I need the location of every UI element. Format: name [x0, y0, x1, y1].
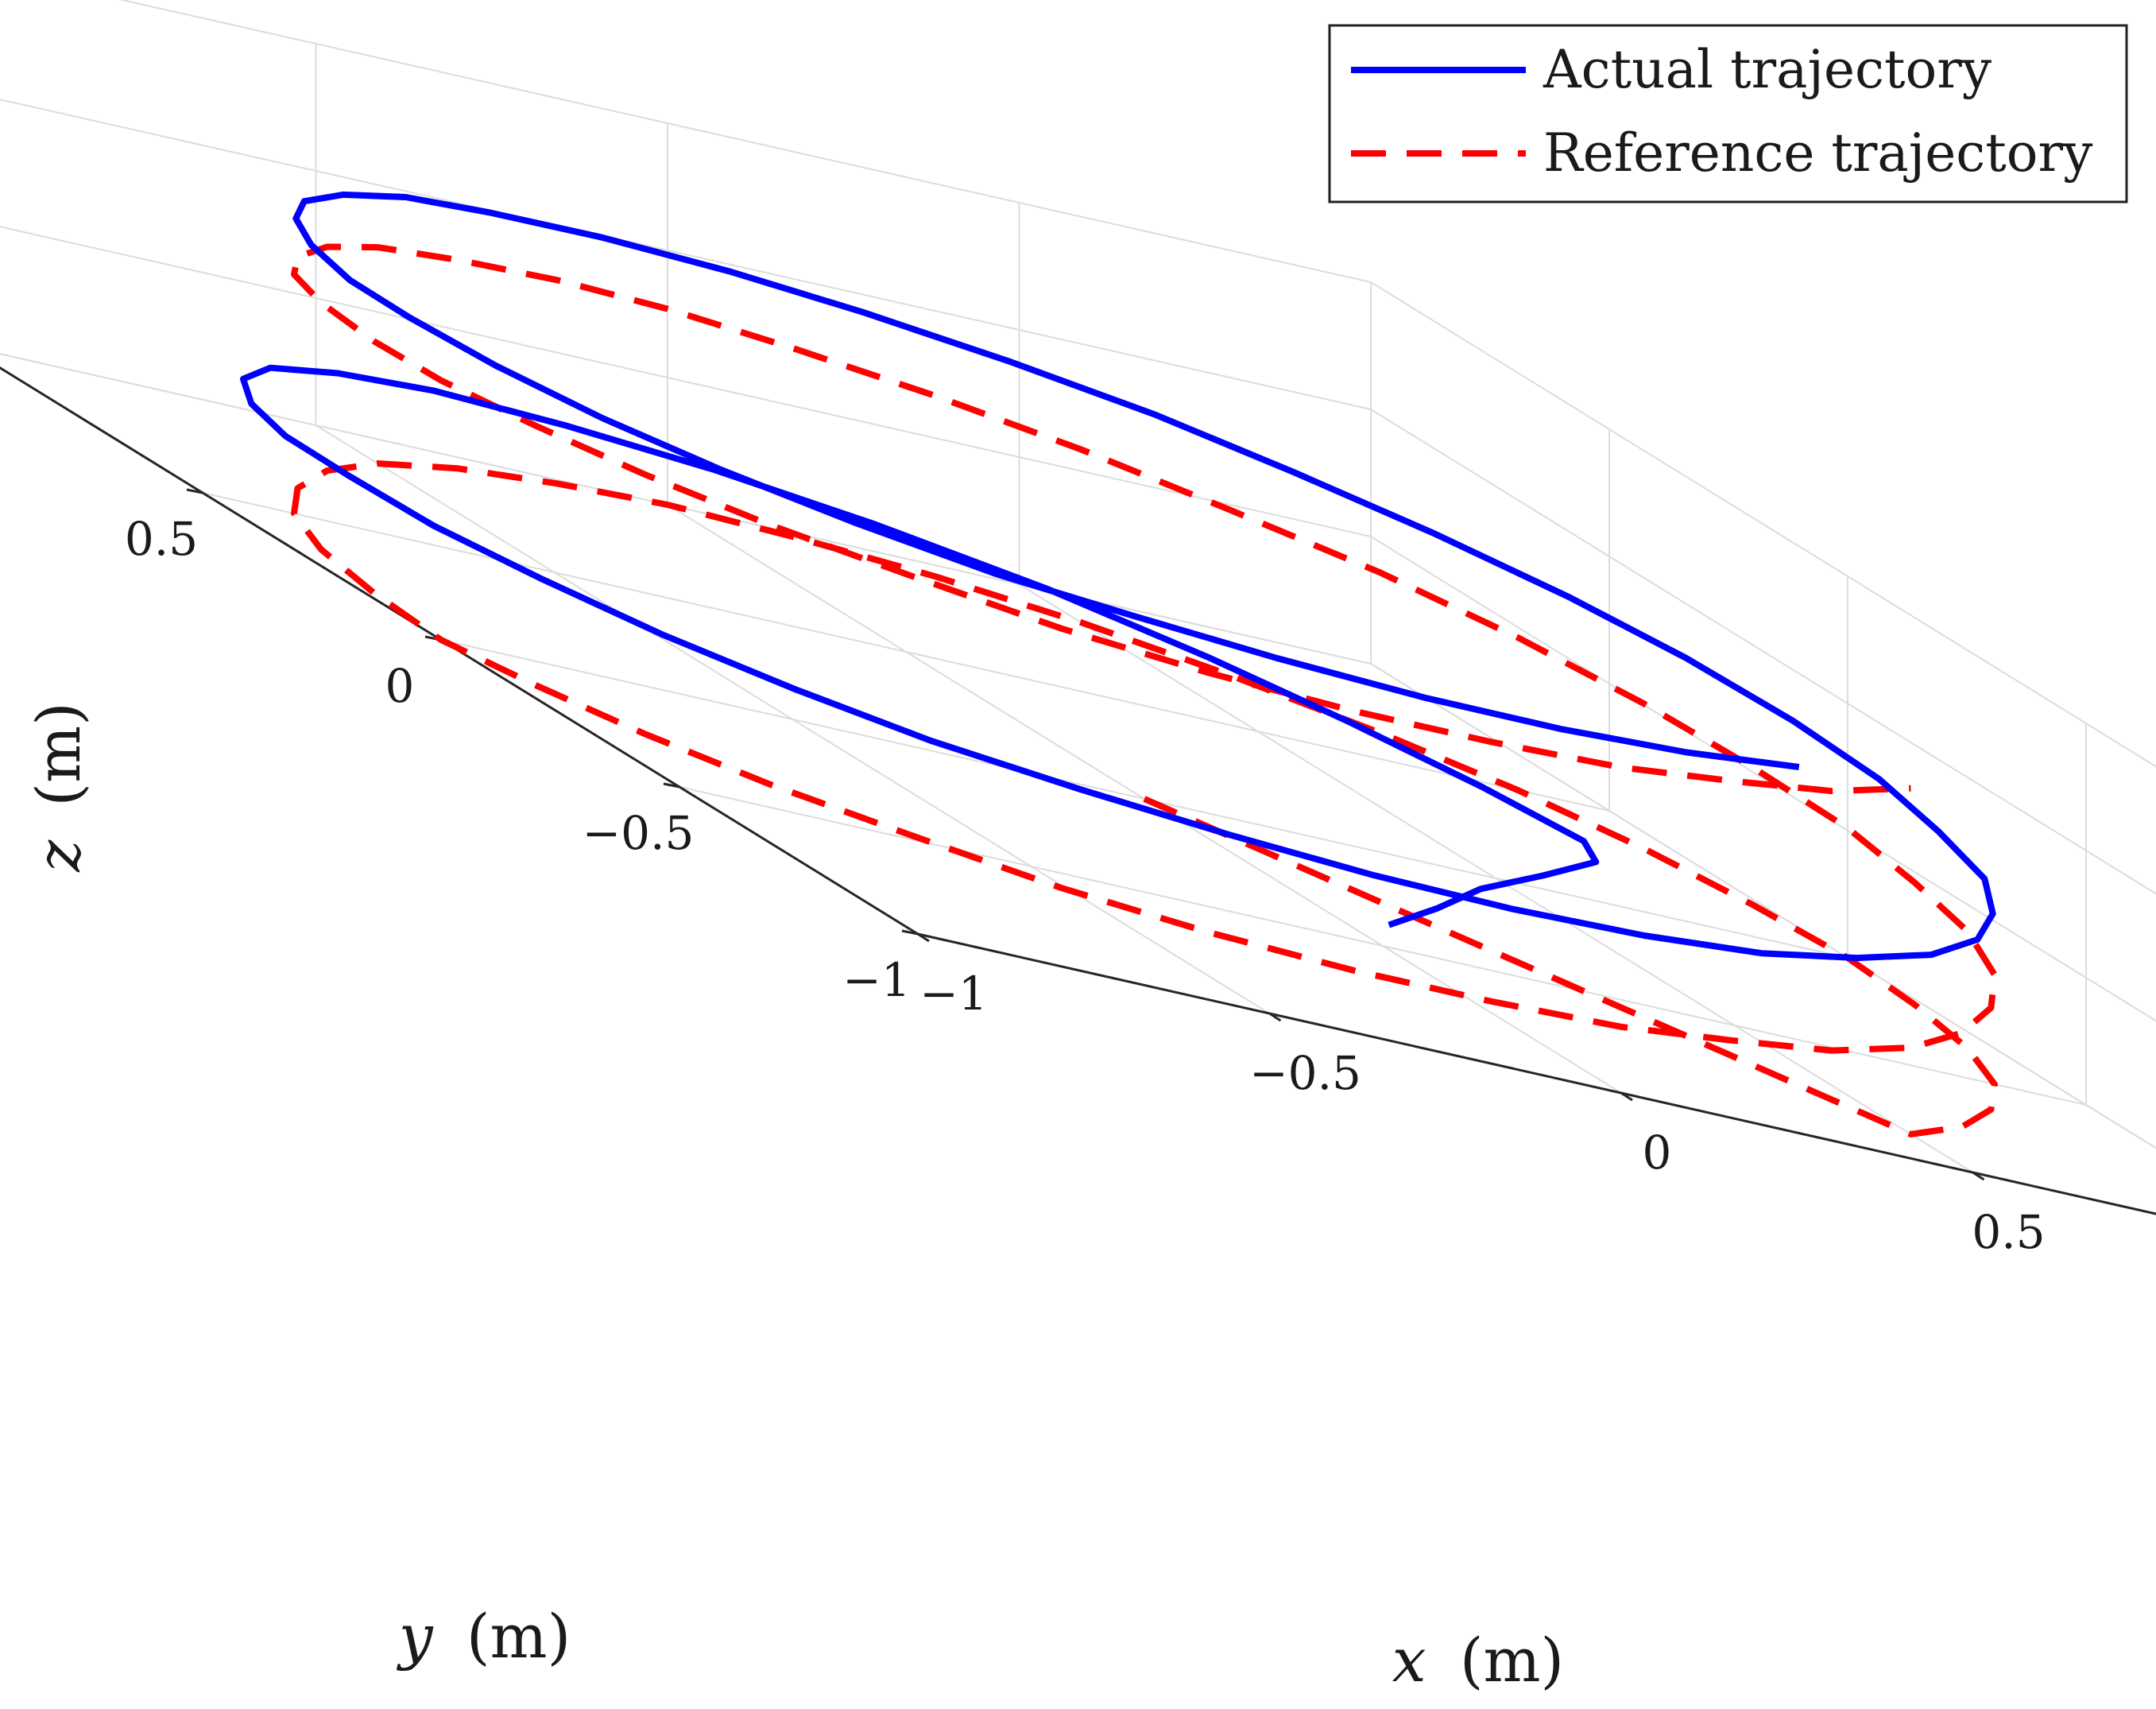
x-tick-label: 0.5 — [1972, 1205, 2045, 1259]
x-axis-label: x (m) — [1392, 1625, 1564, 1695]
side-wall-gridline-z — [1370, 409, 2156, 895]
y-tick-label: 0 — [385, 659, 415, 713]
y-axis-label: y (m) — [397, 1601, 571, 1672]
series-line-actual — [240, 191, 1996, 962]
x-tick-label: −0.5 — [1249, 1046, 1361, 1100]
series-line-reference — [291, 243, 1998, 1137]
y-tick-label: 0.5 — [125, 512, 198, 566]
x-tick-label: 0 — [1643, 1126, 1672, 1180]
side-wall-gridline-z — [1370, 281, 2156, 768]
series-lines — [240, 191, 1998, 1137]
tick-labels: −1−0.500.51−1−0.500.5100.511.5 — [125, 512, 2046, 1259]
y-tick-mark — [901, 929, 919, 936]
legend-label-reference: Reference trajectory — [1543, 122, 2093, 184]
back-wall-gridline-z — [0, 226, 1372, 537]
back-wall-gridline-z — [118, 0, 1372, 283]
legend-label-actual: Actual trajectory — [1542, 39, 1992, 100]
floor-gridline-y — [202, 492, 1610, 812]
legend: Actual trajectory Reference trajectory — [1328, 24, 2128, 203]
back-wall-gridline-z — [0, 99, 1372, 410]
floor-gridline-y — [679, 786, 2087, 1106]
x-tick-mark — [1268, 1012, 1282, 1022]
x-tick-mark — [1972, 1171, 1985, 1181]
z-axis-label: z (m) — [23, 702, 94, 873]
y-tick-mark — [663, 782, 680, 789]
side-wall-gridline-z — [1370, 536, 2156, 1022]
y-tick-mark — [186, 488, 203, 494]
x-tick-mark — [917, 932, 930, 943]
y-tick-label: −0.5 — [583, 806, 695, 860]
legend-box — [1328, 24, 2128, 203]
y-tick-label: −1 — [842, 953, 911, 1007]
x-tick-label: −1 — [919, 967, 988, 1021]
x-tick-mark — [1620, 1091, 1633, 1102]
